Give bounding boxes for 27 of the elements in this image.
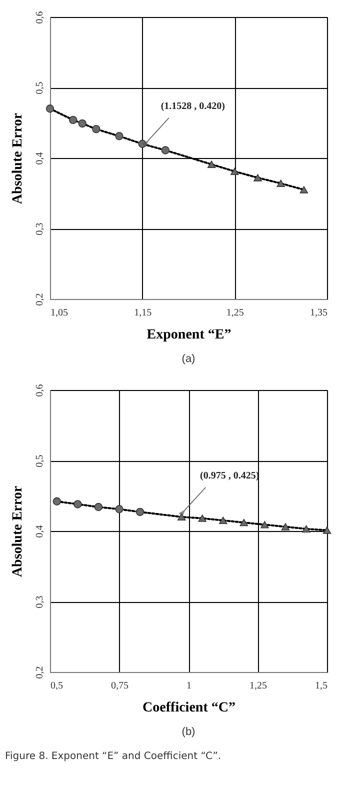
x-tick-label: 1,05 [50, 308, 68, 318]
x-axis-title: Coefficient “C” [142, 700, 236, 716]
y-axis-title: Absolute Error [10, 112, 26, 204]
y-tick-label: 0,2 [34, 293, 46, 306]
y-tick-label: 0,2 [34, 666, 46, 679]
text: (a) [182, 353, 196, 365]
y-tick-label: 0,3 [34, 222, 46, 236]
x-tick-label: 1,35 [310, 308, 328, 318]
y-tick-label: 0,4 [34, 525, 46, 538]
x-tick-label: 0,75 [111, 680, 128, 692]
y-tick-label: 0,5 [34, 454, 46, 468]
annotation: (1.1528 , 0.420) [160, 100, 226, 112]
x-tick-label: 1,25 [226, 308, 244, 318]
y-tick-label: 0,6 [34, 384, 46, 397]
y-tick-label: 0,5 [34, 82, 46, 94]
y-axis-title: Absolute Error [10, 486, 26, 578]
y-tick-label: 0,6 [34, 11, 46, 24]
x-tick-label: 0,5 [50, 680, 63, 692]
caption: Figure 8. Exponent “E” and Coefficient “C”. [5, 751, 222, 762]
text: (b) [182, 726, 196, 738]
y-tick-label: 0,3 [34, 596, 46, 608]
x-tick-label: 1 [186, 680, 192, 692]
x-tick-label: 1,5 [315, 680, 328, 692]
x-axis-title: Exponent “E” [146, 328, 232, 342]
y-tick-label: 0,4 [34, 152, 46, 165]
x-tick-label: 1,15 [134, 308, 152, 318]
x-tick-label: 1,25 [250, 680, 267, 692]
